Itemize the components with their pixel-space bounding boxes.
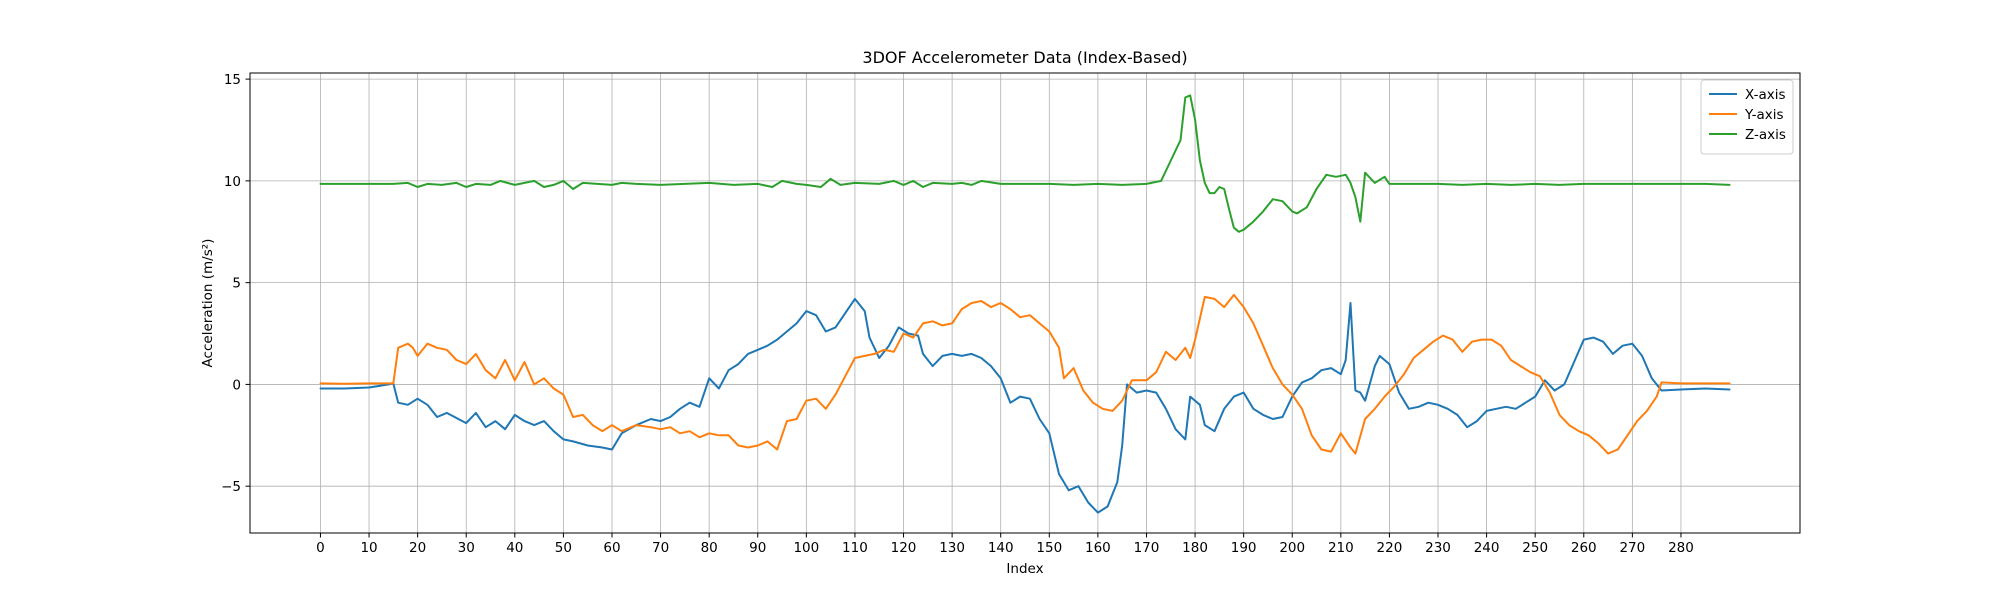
x-tick-label: 150 bbox=[1036, 540, 1062, 556]
legend-label: Z-axis bbox=[1745, 127, 1786, 143]
y-tick-label: 15 bbox=[224, 72, 241, 88]
x-tick-label: 110 bbox=[842, 540, 868, 556]
x-tick-label: 10 bbox=[360, 540, 377, 556]
legend: X-axis Y-axis Z-axis bbox=[1700, 79, 1794, 155]
x-tick-label: 180 bbox=[1182, 540, 1208, 556]
x-tick-label: 130 bbox=[939, 540, 965, 556]
legend-label: X-axis bbox=[1745, 87, 1786, 103]
x-tick-label: 160 bbox=[1085, 540, 1111, 556]
y-axis-label: Acceleration (m/s²) bbox=[200, 239, 216, 368]
x-tick-label: 120 bbox=[891, 540, 917, 556]
x-tick-label: 210 bbox=[1328, 540, 1354, 556]
x-tick-label: 60 bbox=[603, 540, 620, 556]
series-line-x-axis bbox=[319, 297, 1731, 514]
x-tick-label: 90 bbox=[749, 540, 766, 556]
x-tick-label: 170 bbox=[1134, 540, 1160, 556]
y-tick-label: −5 bbox=[221, 479, 241, 495]
series-line-y-axis bbox=[319, 293, 1731, 455]
x-tick-label: 70 bbox=[652, 540, 669, 556]
series-line-z-axis bbox=[319, 94, 1731, 233]
y-tick-label: 10 bbox=[224, 174, 241, 190]
chart-title: 3DOF Accelerometer Data (Index-Based) bbox=[862, 48, 1187, 67]
x-axis-label: Index bbox=[1006, 561, 1043, 577]
y-tick-label: 5 bbox=[232, 276, 241, 292]
x-tick-label: 260 bbox=[1571, 540, 1597, 556]
x-tick-label: 0 bbox=[316, 540, 325, 556]
plot-frame bbox=[249, 72, 1801, 534]
legend-box bbox=[1700, 79, 1794, 155]
x-tick-label: 190 bbox=[1231, 540, 1257, 556]
grid bbox=[250, 73, 1800, 533]
x-tick-label: 250 bbox=[1522, 540, 1548, 556]
x-tick-label: 40 bbox=[506, 540, 523, 556]
x-tick-label: 240 bbox=[1474, 540, 1500, 556]
x-tick-label: 20 bbox=[409, 540, 426, 556]
x-tick-label: 280 bbox=[1668, 540, 1694, 556]
x-tick-label: 270 bbox=[1619, 540, 1645, 556]
x-tick-label: 50 bbox=[555, 540, 572, 556]
x-tick-label: 80 bbox=[701, 540, 718, 556]
x-tick-label: 230 bbox=[1425, 540, 1451, 556]
axis-ticks: 0 10 20 30 40 50 60 70 80 90 100 110 120 130 140 150 160… bbox=[221, 72, 1694, 556]
x-tick-label: 140 bbox=[988, 540, 1014, 556]
x-tick-label: 30 bbox=[458, 540, 475, 556]
series-lines bbox=[319, 94, 1731, 514]
y-tick-label: 0 bbox=[232, 377, 241, 393]
x-tick-label: 100 bbox=[793, 540, 819, 556]
x-tick-label: 200 bbox=[1279, 540, 1305, 556]
x-tick-label: 220 bbox=[1377, 540, 1403, 556]
legend-label: Y-axis bbox=[1744, 107, 1784, 123]
